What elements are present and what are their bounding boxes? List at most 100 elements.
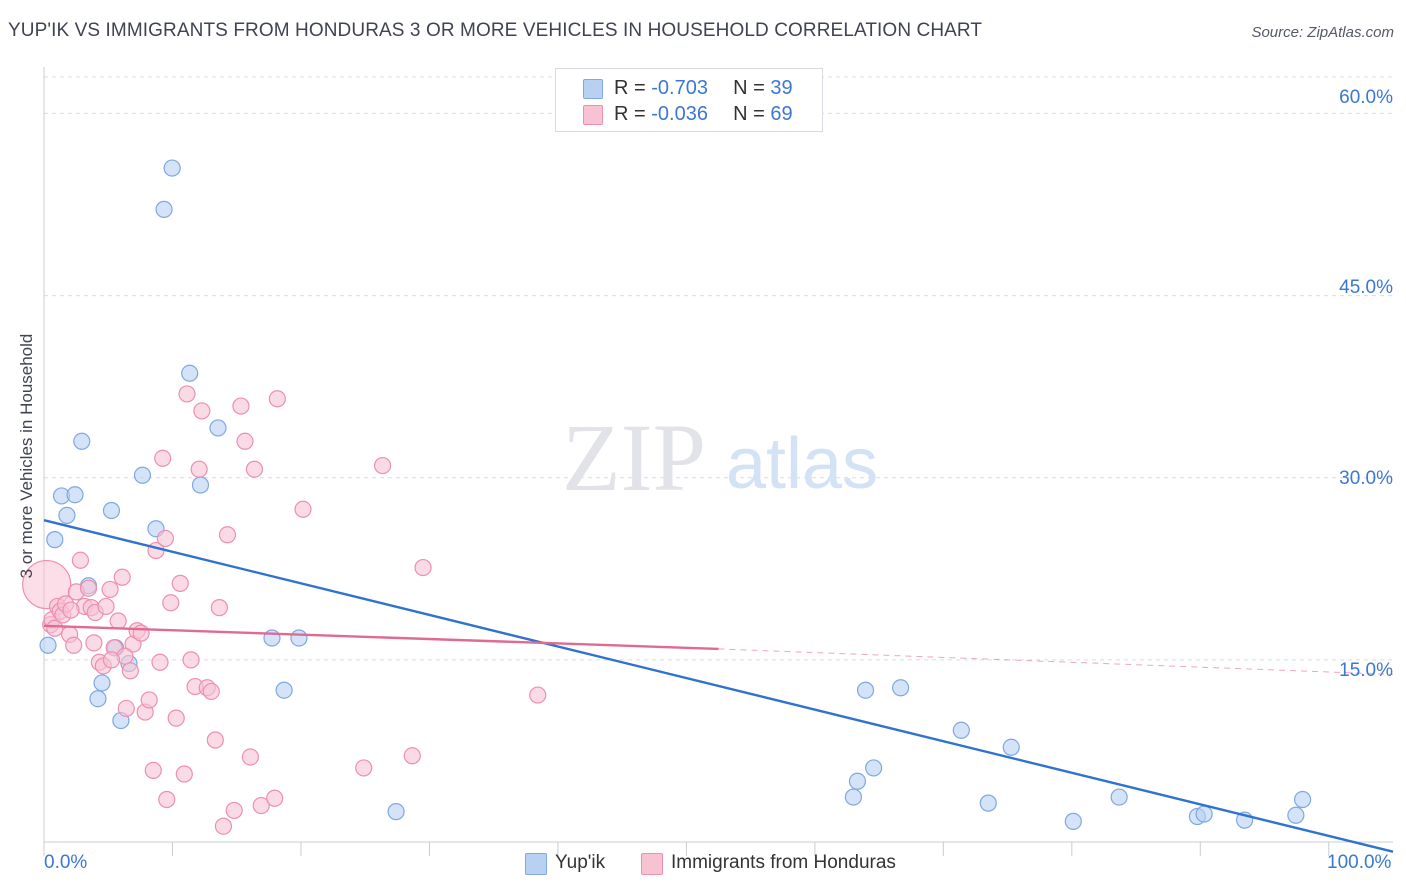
yupik-point — [856, 681, 875, 699]
honduras-point — [162, 594, 180, 612]
legend-swatch-honduras — [583, 105, 603, 125]
legend-n-value: 39 — [770, 77, 793, 99]
yupik-point — [1002, 738, 1020, 756]
yupik-point — [133, 466, 152, 484]
honduras-point — [158, 790, 176, 809]
honduras-point — [202, 682, 220, 701]
honduras-point — [218, 526, 237, 544]
honduras-point — [175, 765, 193, 783]
y-tick-label: 45.0% — [1339, 277, 1393, 298]
honduras-trendline — [43, 624, 719, 651]
honduras-point — [232, 397, 250, 415]
honduras-point — [236, 432, 254, 450]
honduras-point — [101, 580, 119, 599]
honduras-point — [97, 597, 115, 616]
honduras-point — [355, 759, 373, 777]
yupik-point — [1287, 806, 1305, 824]
yupik-point — [1110, 788, 1128, 806]
honduras-point — [294, 500, 312, 518]
source-note: Source: ZipAtlas.com — [1251, 24, 1394, 41]
y-tick-label: 60.0% — [1339, 87, 1393, 108]
yupik-point — [892, 679, 910, 697]
honduras-point — [182, 651, 200, 669]
yupik-point — [89, 690, 107, 708]
honduras-point — [190, 460, 208, 478]
honduras-point — [140, 691, 158, 709]
honduras-point — [241, 748, 259, 766]
bottom-legend-label-honduras: Immigrants from Honduras — [671, 852, 896, 873]
legend-n-label: N = — [733, 103, 771, 125]
honduras-point — [252, 796, 270, 815]
yupik-trendline — [43, 519, 1394, 853]
yupik-point — [1294, 790, 1312, 809]
honduras-point — [178, 385, 196, 403]
honduras-point — [214, 817, 233, 835]
x-tick-label: 0.0% — [44, 852, 88, 873]
honduras-trendline-extrapolated — [718, 648, 1394, 675]
honduras-point — [245, 460, 264, 478]
yupik-point — [1195, 805, 1213, 823]
yupik-point — [58, 506, 76, 524]
honduras-point — [154, 449, 172, 467]
legend-n-value: 69 — [770, 103, 793, 125]
honduras-point — [109, 612, 127, 630]
legend-r-label: R = — [614, 103, 652, 125]
watermark-zip: ZIP — [562, 404, 706, 511]
honduras-point — [121, 662, 139, 680]
yupik-point — [46, 531, 64, 549]
legend-n-label: N = — [733, 77, 771, 99]
yupik-point — [93, 674, 111, 692]
honduras-point — [151, 653, 169, 671]
legend-r-value: -0.703 — [651, 77, 708, 99]
honduras-point — [132, 624, 150, 642]
yupik-point — [952, 721, 970, 739]
yupik-point — [275, 681, 293, 699]
y-tick-label: 30.0% — [1339, 468, 1393, 489]
y-axis-label: 3 or more Vehicles in Household — [17, 333, 36, 579]
honduras-point — [268, 390, 286, 408]
yupik-point — [39, 636, 57, 654]
yupik-point — [290, 629, 308, 647]
watermark-atlas: atlas — [726, 424, 878, 504]
honduras-point — [102, 651, 121, 669]
yupik-point — [155, 200, 173, 218]
honduras-point — [171, 574, 189, 592]
chart-title: YUP'IK VS IMMIGRANTS FROM HONDURAS 3 OR … — [8, 20, 983, 41]
bottom-legend-swatch-honduras — [641, 853, 663, 875]
honduras-point — [225, 801, 243, 820]
legend-r-value: -0.036 — [651, 103, 708, 125]
honduras-point — [22, 559, 72, 610]
honduras-point — [117, 699, 135, 718]
yupik-point — [979, 794, 997, 812]
yupik-point — [865, 759, 883, 777]
honduras-point — [373, 456, 392, 475]
honduras-point — [403, 747, 421, 765]
honduras-point — [167, 709, 185, 727]
honduras-point — [85, 634, 103, 652]
honduras-point — [46, 619, 64, 637]
yupik-point — [181, 364, 199, 382]
correlation-legend: R = -0.703 N = 39 R = -0.036 N = 69 — [555, 68, 823, 132]
honduras-point — [144, 761, 162, 779]
bottom-legend-swatch-yupik — [525, 853, 547, 875]
honduras-point — [414, 558, 432, 577]
honduras-point — [71, 551, 90, 569]
yupik-point — [1064, 812, 1082, 830]
honduras-point — [206, 731, 224, 749]
honduras-point — [79, 579, 98, 597]
honduras-point — [65, 636, 83, 654]
yupik-point — [848, 772, 867, 790]
legend-r-label: R = — [614, 77, 652, 99]
yupik-point — [102, 501, 121, 520]
y-tick-label: 15.0% — [1339, 660, 1393, 681]
honduras-point — [266, 789, 284, 807]
legend-swatch-yupik — [583, 79, 603, 99]
x-tick-label: 100.0% — [1327, 852, 1392, 873]
yupik-point — [163, 159, 181, 177]
honduras-point — [156, 529, 175, 548]
yupik-point — [387, 803, 405, 821]
yupik-point — [209, 419, 227, 437]
honduras-point — [113, 568, 131, 586]
honduras-point — [62, 601, 80, 619]
